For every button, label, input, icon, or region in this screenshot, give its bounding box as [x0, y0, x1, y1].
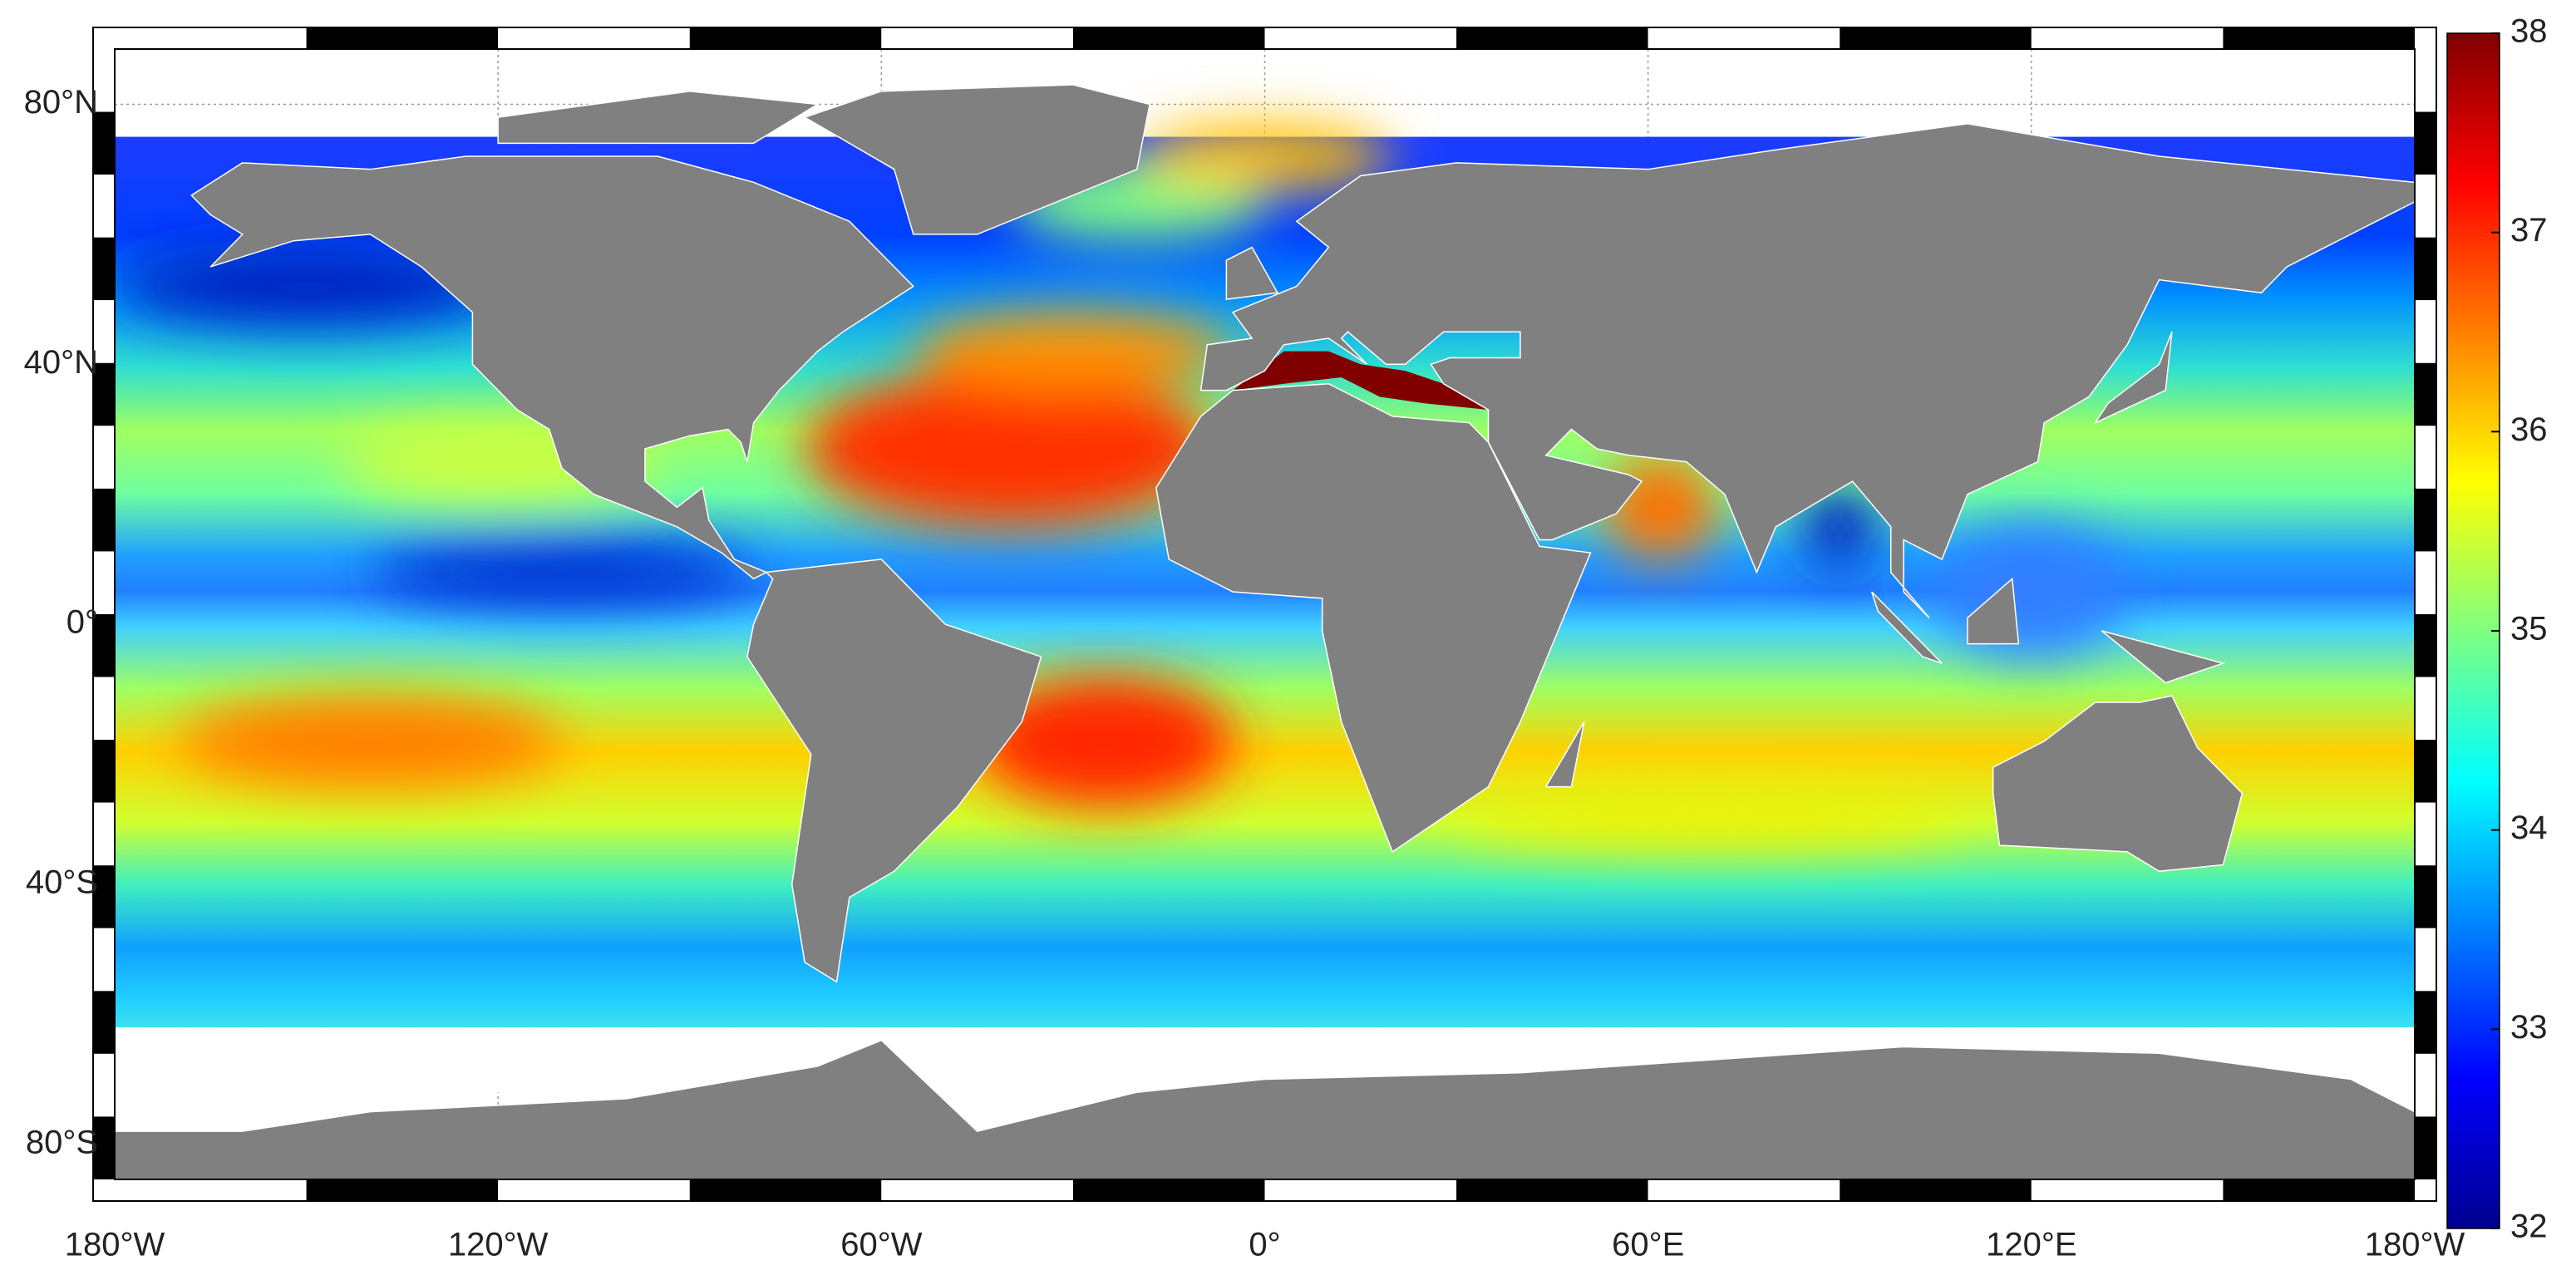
frame-segment: [2415, 1116, 2436, 1179]
frame-segment: [2415, 237, 2436, 301]
frame-segment: [93, 362, 115, 426]
frame-segment: [2031, 27, 2224, 49]
frame-segment: [1840, 27, 2032, 49]
colorbar-tick-label: 34: [2510, 810, 2548, 846]
frame-segment: [93, 802, 115, 866]
frame-segment: [93, 991, 115, 1054]
frame-segment: [2415, 111, 2436, 175]
frame-segment: [93, 175, 115, 238]
frame-segment: [1456, 27, 1648, 49]
geo-layer: [115, 85, 2415, 1179]
frame-segment: [689, 27, 882, 49]
frame-segment: [93, 865, 115, 928]
frame-outline: [92, 27, 2437, 1202]
frame-segment: [2415, 488, 2436, 552]
frame-segment: [1456, 1179, 1648, 1201]
frame-segment: [498, 1179, 690, 1201]
colorbar-tick-label: 36: [2510, 411, 2548, 448]
frame-segment: [93, 488, 115, 552]
frame-segment: [93, 551, 115, 614]
frame-segment: [1072, 1179, 1265, 1201]
frame-segment: [93, 426, 115, 489]
y-tick-label: 40°N: [24, 344, 98, 381]
frame-segment: [93, 677, 115, 741]
frame-segment: [2415, 362, 2436, 426]
x-tick-label: 0°: [1249, 1227, 1280, 1263]
frame-segment: [2415, 677, 2436, 741]
frame-segment: [115, 1179, 307, 1201]
colorbar-tick-label: 38: [2510, 13, 2548, 50]
frame-segment: [1648, 27, 1840, 49]
salinity-anomalies: [115, 123, 2128, 846]
frame-segment: [306, 1179, 499, 1201]
frame-segment: [2415, 300, 2436, 363]
frame-segment: [2415, 426, 2436, 489]
frame-segment: [1840, 1179, 2032, 1201]
colorbar-tick-label: 37: [2510, 212, 2548, 249]
frame-segment: [2415, 175, 2436, 238]
x-tick-label: 180°W: [65, 1227, 165, 1263]
frame-segment: [115, 27, 307, 49]
mediterranean: [1233, 351, 1495, 411]
checker-frame: [92, 27, 2437, 1202]
colorbar: [2446, 32, 2500, 1229]
colorbar-tick-label: 35: [2510, 611, 2548, 647]
map-area: [115, 85, 2415, 1179]
y-tick-label: 0°: [66, 604, 98, 641]
frame-segment: [2031, 1179, 2224, 1201]
colorbar-tick-label: 32: [2510, 1208, 2548, 1245]
frame-segment: [93, 300, 115, 363]
frame-segment: [93, 740, 115, 803]
frame-segment: [2415, 551, 2436, 614]
x-tick-label: 60°W: [840, 1227, 922, 1263]
plot-outline: [114, 48, 2416, 1180]
frame-segment: [2415, 49, 2436, 112]
frame-segment: [2415, 991, 2436, 1054]
x-tick-label: 60°E: [1612, 1227, 1684, 1263]
frame-segment: [93, 49, 115, 112]
frame-segment: [1264, 27, 1457, 49]
frame-segment: [689, 1179, 882, 1201]
frame-segment: [881, 27, 1073, 49]
y-tick-label: 40°S: [26, 864, 98, 901]
frame-segment: [2415, 1053, 2436, 1117]
frame-segment: [1072, 27, 1265, 49]
colorbar-tick-label: 33: [2510, 1009, 2548, 1046]
y-tick-label: 80°S: [26, 1124, 98, 1160]
frame-segment: [2415, 740, 2436, 803]
frame-segment: [93, 1053, 115, 1117]
x-tick-label: 120°E: [1986, 1227, 2076, 1263]
frame-segment: [1648, 1179, 1840, 1201]
frame-segment: [93, 614, 115, 677]
x-tick-label: 120°W: [448, 1227, 549, 1263]
frame-segment: [93, 928, 115, 992]
frame-segment: [2415, 614, 2436, 677]
frame-segment: [2415, 802, 2436, 866]
frame-segment: [881, 1179, 1073, 1201]
frame-segment: [2415, 928, 2436, 992]
frame-segment: [93, 1116, 115, 1179]
frame-segment: [306, 27, 499, 49]
frame-segment: [2415, 865, 2436, 928]
frame-segment: [498, 27, 690, 49]
frame-segment: [2223, 1179, 2415, 1201]
y-tick-label: 80°N: [24, 84, 98, 121]
frame-segment: [1264, 1179, 1457, 1201]
frame-segment: [93, 111, 115, 175]
x-tick-label: 180°W: [2365, 1227, 2465, 1263]
land: [115, 85, 2415, 1179]
frame-segment: [2223, 27, 2415, 49]
frame-segment: [93, 237, 115, 301]
